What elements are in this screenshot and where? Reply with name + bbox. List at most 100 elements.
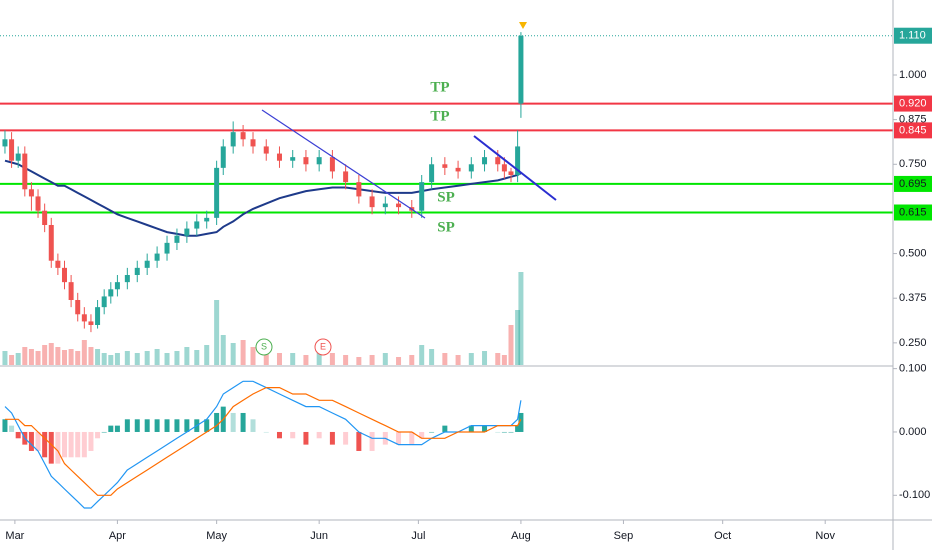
volume-bar (263, 351, 269, 365)
candle-body (396, 203, 402, 208)
macd-histogram (88, 431, 94, 451)
macd-histogram (263, 431, 269, 433)
volume-bar (369, 355, 375, 365)
candle-body (108, 289, 114, 297)
x-tick-label: May (206, 530, 227, 542)
macd-histogram (276, 431, 282, 439)
y-tick-label: 0.250 (899, 337, 927, 349)
level-label: 0.845 (899, 124, 927, 136)
candle-body (15, 153, 21, 161)
volume-bar (68, 349, 74, 365)
candle-body (114, 282, 120, 290)
macd-histogram (442, 425, 448, 432)
y-tick-label: 0.500 (899, 247, 927, 259)
volume-bar (174, 351, 180, 365)
level-label: 0.615 (899, 206, 927, 218)
macd-histogram (329, 431, 335, 445)
volume-bar (303, 355, 309, 365)
candle-body (356, 182, 362, 197)
volume-bar (55, 347, 61, 365)
candle-body (101, 296, 107, 308)
volume-bar (250, 347, 256, 365)
volume-bar (28, 349, 34, 365)
annotation: TP (430, 79, 449, 95)
volume-bar (396, 357, 402, 365)
volume-bar (35, 351, 41, 365)
macd-histogram (75, 431, 81, 458)
volume-bar (329, 353, 335, 365)
macd-histogram (495, 431, 501, 433)
macd-histogram (303, 431, 309, 445)
candle-body (95, 307, 101, 325)
macd-histogram (134, 419, 140, 432)
candle-body (468, 164, 474, 172)
candle-body (42, 210, 48, 225)
candle-body (240, 132, 246, 140)
volume-bar (124, 351, 130, 365)
alert-marker (519, 22, 527, 29)
level-label-box (894, 95, 932, 112)
candle-body (220, 146, 226, 168)
volume-bar (220, 335, 226, 365)
event-marker[interactable] (255, 338, 273, 356)
candle-body (124, 275, 130, 283)
y-tick-label: 1.000 (899, 69, 927, 81)
candle-body (144, 260, 150, 268)
event-marker[interactable] (314, 338, 332, 356)
candle-body (75, 300, 81, 315)
annotation: SP (437, 219, 455, 235)
candle-body (134, 267, 140, 275)
macd-histogram (101, 431, 107, 433)
volume-bar (22, 347, 28, 365)
macd-histogram (2, 419, 8, 432)
trend-line (261, 109, 426, 219)
macd-histogram (28, 431, 34, 451)
candle-body (276, 153, 282, 161)
macd-histogram (240, 412, 246, 432)
macd-histogram (429, 431, 435, 433)
candle-body (35, 196, 41, 211)
macd-histogram (356, 431, 362, 451)
y-tick-label: 0.100 (899, 363, 927, 375)
candle-body (22, 153, 28, 190)
candle-body (194, 221, 200, 229)
candle-body (303, 157, 309, 165)
y-tick-label: -0.100 (899, 489, 930, 501)
candle-body (214, 167, 220, 218)
y-tick-label: 0.375 (899, 292, 927, 304)
volume-bar (88, 347, 94, 365)
volume-bar (184, 347, 190, 365)
volume-bar (240, 340, 246, 365)
candle-body (164, 242, 170, 254)
macd-histogram (250, 419, 256, 432)
candle-body (230, 132, 236, 147)
candle-body (515, 146, 521, 175)
last-price-label: 1.110 (899, 30, 926, 42)
candle-body (250, 139, 256, 147)
candle-body (429, 164, 435, 183)
level-label-box (894, 175, 932, 192)
volume-bar (290, 353, 296, 365)
macd-histogram (48, 431, 54, 464)
volume-bar (15, 353, 21, 365)
volume-bar (154, 349, 160, 365)
volume-bar (409, 355, 415, 365)
x-tick-label: Oct (714, 530, 731, 542)
macd-histogram (35, 431, 41, 451)
macd-histogram (184, 419, 190, 432)
volume-bar (81, 340, 87, 365)
level-label: 0.695 (899, 178, 927, 190)
volume-bar (108, 355, 114, 365)
volume-bar (48, 343, 54, 365)
candle-body (263, 146, 269, 154)
plot: Mar Apr May Jun Jul Aug Sep Oct Nov (0, 32, 893, 542)
volume-bar (518, 272, 524, 365)
macd-histogram (230, 412, 236, 432)
macd-histogram (214, 412, 220, 432)
volume-bar (214, 300, 220, 365)
candle-body (174, 235, 180, 243)
candle-body (61, 267, 67, 283)
volume-bar (101, 353, 107, 365)
candle-body (329, 157, 335, 172)
candle-body (501, 164, 507, 172)
